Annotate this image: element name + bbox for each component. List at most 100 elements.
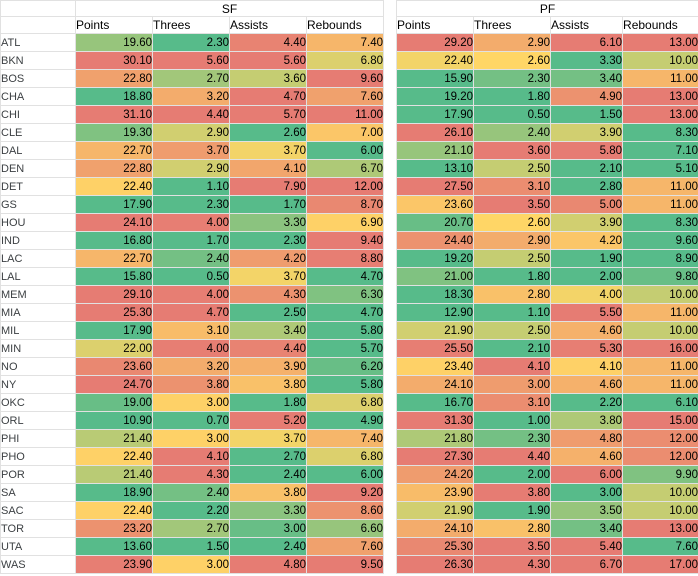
stat-value-cell[interactable]: 5.70 <box>305 339 385 358</box>
team-label[interactable]: IND <box>0 231 76 250</box>
stat-value-cell[interactable]: 24.20 <box>396 465 475 484</box>
team-label[interactable]: MIA <box>0 303 76 322</box>
stat-value-cell[interactable]: 6.00 <box>305 141 385 160</box>
stat-value-cell[interactable]: 2.70 <box>229 447 307 466</box>
stat-value-cell[interactable]: 0.50 <box>152 267 230 286</box>
stat-value-cell[interactable]: 3.80 <box>473 483 552 502</box>
stat-value-cell[interactable]: 2.30 <box>473 69 552 88</box>
stat-value-cell[interactable]: 4.10 <box>550 357 624 376</box>
stat-value-cell[interactable]: 12.90 <box>396 303 475 322</box>
stat-value-cell[interactable]: 9.90 <box>622 465 698 484</box>
stat-value-cell[interactable]: 3.80 <box>152 375 230 394</box>
stat-value-cell[interactable]: 22.40 <box>75 177 153 196</box>
stat-value-cell[interactable]: 1.50 <box>550 105 624 124</box>
stat-value-cell[interactable]: 13.00 <box>622 519 698 538</box>
stat-value-cell[interactable]: 3.10 <box>152 321 230 340</box>
stat-value-cell[interactable]: 24.70 <box>75 375 153 394</box>
stat-value-cell[interactable]: 5.60 <box>229 51 307 70</box>
stat-value-cell[interactable]: 22.80 <box>75 69 153 88</box>
stat-value-cell[interactable]: 21.90 <box>396 501 475 520</box>
stat-value-cell[interactable]: 7.90 <box>229 177 307 196</box>
stat-value-cell[interactable]: 6.00 <box>550 465 624 484</box>
team-label[interactable]: OKC <box>0 393 76 412</box>
stat-value-cell[interactable]: 6.80 <box>305 447 385 466</box>
stat-value-cell[interactable]: 2.10 <box>473 339 552 358</box>
stat-value-cell[interactable]: 15.00 <box>622 411 698 430</box>
stat-value-cell[interactable]: 2.00 <box>550 267 624 286</box>
team-label[interactable]: BKN <box>0 51 76 70</box>
stat-value-cell[interactable]: 9.20 <box>305 483 385 502</box>
stat-value-cell[interactable]: 1.80 <box>473 267 552 286</box>
stat-value-cell[interactable]: 30.10 <box>75 51 153 70</box>
stat-value-cell[interactable]: 31.10 <box>75 105 153 124</box>
stat-value-cell[interactable]: 3.40 <box>229 321 307 340</box>
stat-value-cell[interactable]: 22.80 <box>75 159 153 178</box>
stat-value-cell[interactable]: 13.00 <box>622 105 698 124</box>
stat-value-cell[interactable]: 4.40 <box>229 33 307 52</box>
stat-value-cell[interactable]: 3.90 <box>550 123 624 142</box>
stat-value-cell[interactable]: 21.40 <box>75 429 153 448</box>
stat-value-cell[interactable]: 9.60 <box>622 231 698 250</box>
stat-value-cell[interactable]: 3.60 <box>229 69 307 88</box>
stat-value-cell[interactable]: 19.00 <box>75 393 153 412</box>
stat-value-cell[interactable]: 23.90 <box>396 483 475 502</box>
stat-value-cell[interactable]: 2.00 <box>473 465 552 484</box>
stat-value-cell[interactable]: 2.30 <box>229 231 307 250</box>
stat-value-cell[interactable]: 2.50 <box>229 303 307 322</box>
stat-value-cell[interactable]: 5.00 <box>550 195 624 214</box>
stat-value-cell[interactable]: 4.70 <box>152 303 230 322</box>
stat-value-cell[interactable]: 22.70 <box>75 249 153 268</box>
stat-value-cell[interactable]: 6.10 <box>550 33 624 52</box>
stat-value-cell[interactable]: 8.90 <box>622 249 698 268</box>
stat-value-cell[interactable]: 7.60 <box>622 537 698 556</box>
team-label[interactable]: CHA <box>0 87 76 106</box>
stat-value-cell[interactable]: 2.10 <box>550 159 624 178</box>
stat-value-cell[interactable]: 31.30 <box>396 411 475 430</box>
stat-value-cell[interactable]: 24.10 <box>75 213 153 232</box>
stat-value-cell[interactable]: 2.80 <box>473 285 552 304</box>
stat-value-cell[interactable]: 18.80 <box>75 87 153 106</box>
stat-value-cell[interactable]: 4.30 <box>473 555 552 574</box>
stat-value-cell[interactable]: 3.00 <box>152 429 230 448</box>
stat-value-cell[interactable]: 5.60 <box>152 51 230 70</box>
stat-value-cell[interactable]: 7.40 <box>305 429 385 448</box>
stat-value-cell[interactable]: 5.80 <box>550 141 624 160</box>
stat-value-cell[interactable]: 3.40 <box>550 69 624 88</box>
stat-value-cell[interactable]: 10.00 <box>622 51 698 70</box>
stat-value-cell[interactable]: 21.80 <box>396 429 475 448</box>
stat-value-cell[interactable]: 2.50 <box>473 159 552 178</box>
stat-value-cell[interactable]: 23.20 <box>75 519 153 538</box>
stat-value-cell[interactable]: 5.30 <box>550 339 624 358</box>
sf-points-header[interactable]: Points <box>75 16 153 34</box>
team-label[interactable]: PHI <box>0 429 76 448</box>
team-label[interactable]: ATL <box>0 33 76 52</box>
stat-value-cell[interactable]: 2.90 <box>473 231 552 250</box>
stat-value-cell[interactable]: 11.00 <box>622 195 698 214</box>
stat-value-cell[interactable]: 1.80 <box>473 87 552 106</box>
stat-value-cell[interactable]: 17.90 <box>75 195 153 214</box>
stat-value-cell[interactable]: 2.20 <box>152 501 230 520</box>
group-header-pf[interactable]: PF <box>396 0 698 17</box>
team-label[interactable]: CLE <box>0 123 76 142</box>
stat-value-cell[interactable]: 9.60 <box>305 69 385 88</box>
stat-value-cell[interactable]: 8.30 <box>622 213 698 232</box>
sf-threes-header[interactable]: Threes <box>152 16 230 34</box>
sf-assists-header[interactable]: Assists <box>229 16 307 34</box>
stat-value-cell[interactable]: 20.70 <box>396 213 475 232</box>
team-label[interactable]: DAL <box>0 141 76 160</box>
stat-value-cell[interactable]: 3.20 <box>152 357 230 376</box>
team-label[interactable]: DET <box>0 177 76 196</box>
stat-value-cell[interactable]: 7.60 <box>305 87 385 106</box>
stat-value-cell[interactable]: 3.70 <box>229 141 307 160</box>
stat-value-cell[interactable]: 3.30 <box>229 501 307 520</box>
stat-value-cell[interactable]: 16.70 <box>396 393 475 412</box>
stat-value-cell[interactable]: 19.20 <box>396 249 475 268</box>
stat-value-cell[interactable]: 10.00 <box>622 501 698 520</box>
stat-value-cell[interactable]: 7.60 <box>305 537 385 556</box>
stat-value-cell[interactable]: 7.40 <box>305 33 385 52</box>
stat-value-cell[interactable]: 2.50 <box>473 321 552 340</box>
team-label[interactable]: CHI <box>0 105 76 124</box>
stat-value-cell[interactable]: 3.50 <box>473 537 552 556</box>
stat-value-cell[interactable]: 2.30 <box>473 429 552 448</box>
stat-value-cell[interactable]: 2.20 <box>550 393 624 412</box>
